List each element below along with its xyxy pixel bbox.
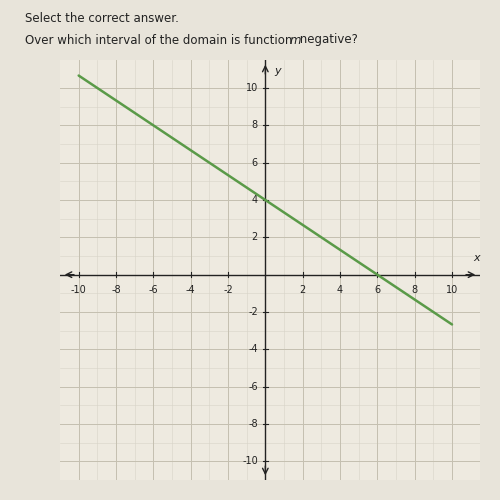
Text: Over which interval of the domain is function: Over which interval of the domain is fun… <box>25 34 296 46</box>
Text: 2: 2 <box>300 285 306 295</box>
Text: -2: -2 <box>223 285 233 295</box>
Text: Select the correct answer.: Select the correct answer. <box>25 12 179 26</box>
Text: -8: -8 <box>111 285 121 295</box>
Text: 10: 10 <box>446 285 458 295</box>
Text: 10: 10 <box>246 83 258 93</box>
Text: -2: -2 <box>248 307 258 317</box>
Text: -10: -10 <box>242 456 258 466</box>
Text: 6: 6 <box>374 285 380 295</box>
Text: -8: -8 <box>248 419 258 429</box>
Text: x: x <box>473 254 480 264</box>
Text: -10: -10 <box>71 285 86 295</box>
Text: 8: 8 <box>252 120 258 130</box>
Text: y: y <box>274 66 281 76</box>
Text: 8: 8 <box>412 285 418 295</box>
Text: -6: -6 <box>148 285 158 295</box>
Text: -4: -4 <box>186 285 196 295</box>
Text: 4: 4 <box>337 285 343 295</box>
Text: negative?: negative? <box>296 34 358 46</box>
Text: 6: 6 <box>252 158 258 168</box>
Text: m: m <box>290 34 301 46</box>
Text: -6: -6 <box>248 382 258 392</box>
Text: 2: 2 <box>252 232 258 242</box>
Text: -4: -4 <box>248 344 258 354</box>
Text: 4: 4 <box>252 195 258 205</box>
